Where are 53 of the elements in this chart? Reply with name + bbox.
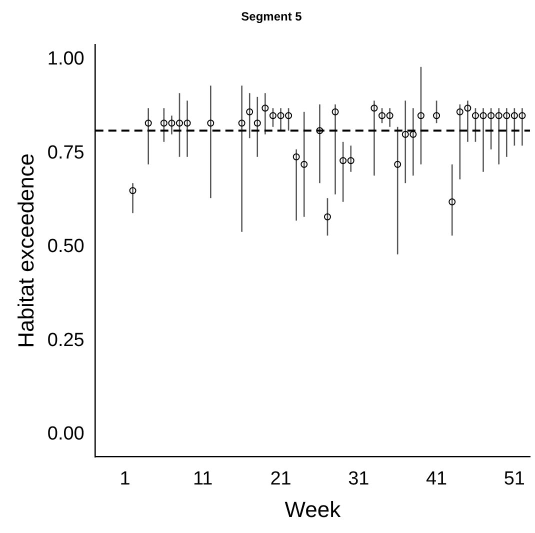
point xyxy=(410,130,417,138)
point xyxy=(503,112,510,120)
point xyxy=(285,112,292,120)
point xyxy=(324,213,331,220)
point xyxy=(207,120,214,127)
y-tick-label: 0.25 xyxy=(47,330,84,351)
x-tick-label: 41 xyxy=(426,468,448,490)
point xyxy=(246,108,254,116)
point xyxy=(464,104,472,112)
point xyxy=(160,120,168,127)
point xyxy=(184,120,191,127)
point xyxy=(433,112,440,120)
point xyxy=(332,108,339,116)
point xyxy=(510,112,518,120)
point xyxy=(480,112,487,120)
point xyxy=(386,112,394,120)
y-tick-label: 0.75 xyxy=(47,142,84,164)
point xyxy=(402,130,409,138)
point xyxy=(488,112,495,120)
point xyxy=(300,160,308,168)
point xyxy=(316,127,324,134)
point xyxy=(254,120,261,127)
x-axis-title: Week xyxy=(284,496,342,522)
point xyxy=(292,153,300,160)
point xyxy=(495,112,502,120)
point xyxy=(277,112,284,120)
point xyxy=(340,157,347,164)
point xyxy=(144,120,152,127)
point xyxy=(456,108,464,116)
x-tick-label: 11 xyxy=(193,468,213,490)
point xyxy=(168,120,176,127)
y-tick-label: 1.00 xyxy=(47,48,84,70)
point xyxy=(394,160,402,168)
x-tick-label: 31 xyxy=(348,468,370,490)
point xyxy=(370,104,378,112)
point xyxy=(417,112,424,120)
y-tick-label: 0.00 xyxy=(47,424,84,445)
point xyxy=(518,112,526,120)
chart-title: Segment 5 xyxy=(241,10,302,24)
y-tick-label: 0.50 xyxy=(47,236,84,258)
x-tick-label: 1 xyxy=(120,468,130,490)
point xyxy=(347,157,354,164)
point xyxy=(448,198,456,206)
point xyxy=(269,112,276,120)
x-tick-label: 21 xyxy=(270,468,292,490)
point xyxy=(378,112,386,120)
point xyxy=(262,104,269,112)
point xyxy=(238,120,246,127)
y-axis-title: Habitat exceedence xyxy=(13,153,38,348)
point xyxy=(176,120,183,127)
point xyxy=(472,112,479,120)
point xyxy=(129,187,136,194)
x-tick-label: 51 xyxy=(504,468,525,490)
